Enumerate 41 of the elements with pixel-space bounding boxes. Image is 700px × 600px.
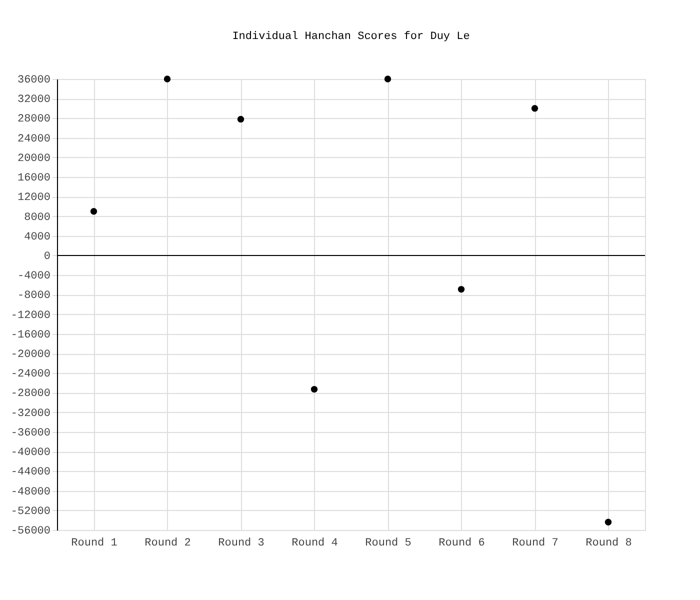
point	[237, 116, 244, 123]
y-tick-label: -4000	[17, 270, 50, 283]
y-tick-label: 0	[44, 250, 50, 263]
point	[384, 76, 392, 82]
y-tick-label: -20000	[10, 349, 50, 362]
x-tick-label: Round 7	[512, 538, 558, 550]
y-tick-label: -36000	[10, 427, 50, 440]
y-tick-label: -52000	[10, 506, 50, 518]
x-tick-label: Round 5	[365, 538, 412, 550]
chart-title: Individual Hanchan Scores for Duy Le	[232, 31, 470, 43]
y-tick-label: 16000	[17, 172, 50, 185]
point	[458, 286, 465, 293]
y-tick-label: -8000	[17, 290, 50, 302]
y-tick-label: 20000	[17, 152, 50, 165]
point	[310, 386, 318, 393]
y-tick-label: -48000	[10, 486, 50, 498]
y-tick-label: -44000	[10, 466, 50, 479]
y-tick-label: -24000	[10, 368, 50, 381]
x-tick-label: Round 1	[71, 538, 118, 550]
y-tick-label: -16000	[10, 329, 50, 342]
x-tick-label: Round 6	[438, 538, 485, 550]
y-tick-label: 4000	[24, 231, 50, 244]
point	[531, 105, 538, 112]
x-tick-label: Round 3	[218, 538, 264, 550]
point	[90, 208, 98, 215]
y-tick-label: -28000	[10, 388, 50, 400]
x-tick-label: Round 2	[144, 538, 191, 550]
x-tick-label: Round 4	[292, 538, 338, 550]
y-tick-label: 32000	[17, 94, 50, 106]
y-tick-label: 12000	[17, 192, 50, 204]
y-tick-label: 36000	[17, 74, 50, 86]
y-tick-label: -40000	[10, 447, 50, 460]
y-tick-label: 8000	[24, 212, 50, 224]
y-tick-label: 28000	[17, 114, 50, 126]
x-tick-label: Round 8	[586, 538, 632, 550]
y-tick-label: 24000	[17, 133, 50, 146]
y-tick-label: -56000	[10, 526, 50, 538]
y-tick-label: -32000	[10, 408, 50, 420]
y-tick-label: -12000	[10, 310, 50, 322]
point	[164, 76, 171, 82]
point	[604, 518, 612, 526]
